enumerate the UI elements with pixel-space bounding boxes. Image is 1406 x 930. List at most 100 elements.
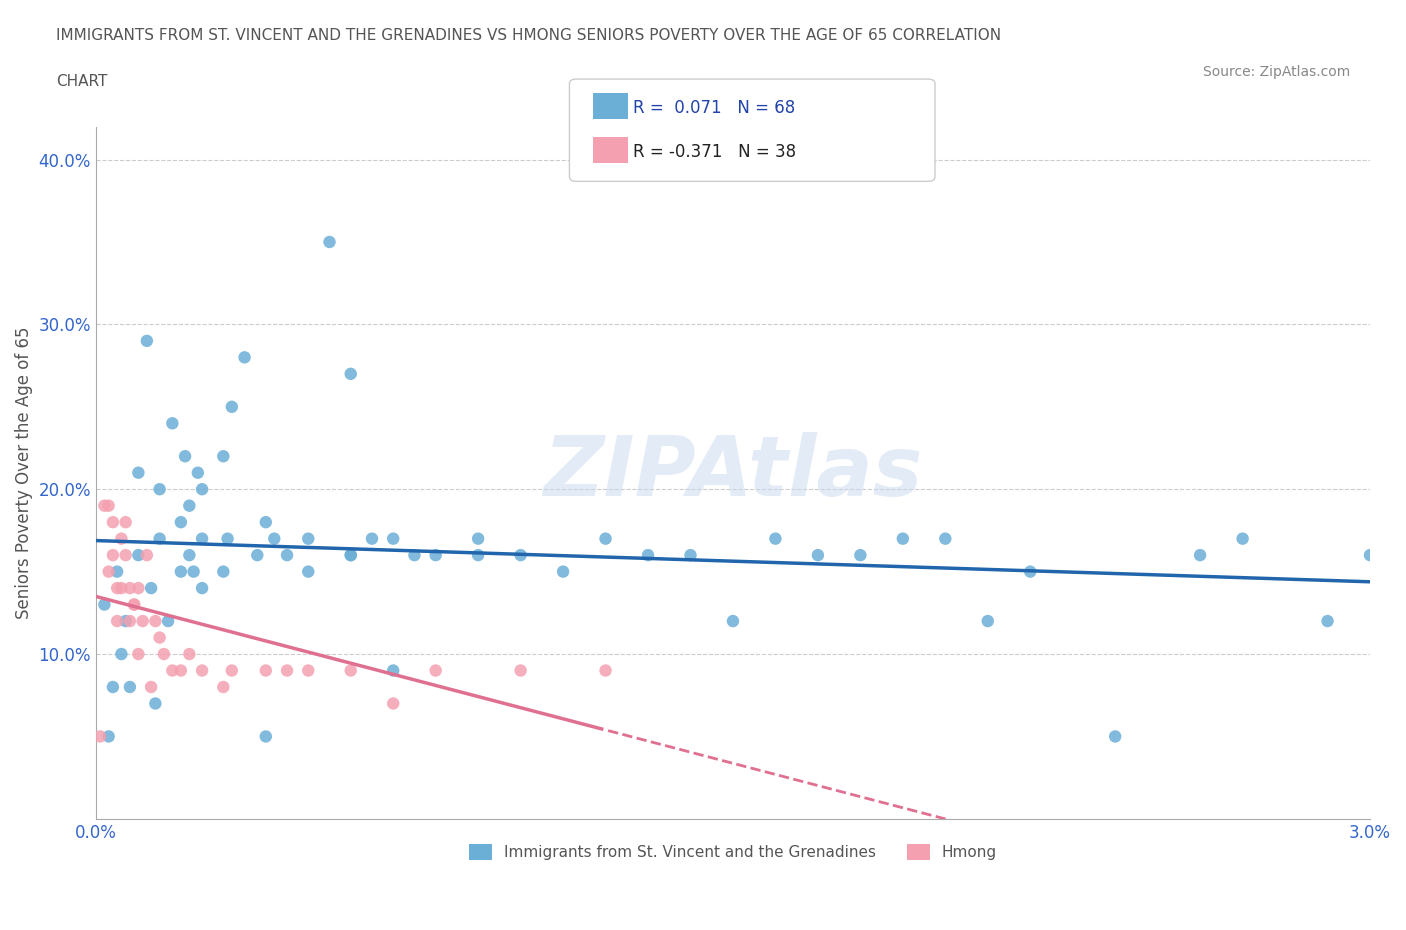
Point xyxy=(339,366,361,381)
Point xyxy=(721,614,744,629)
Point xyxy=(127,646,149,661)
Point xyxy=(807,548,830,563)
Point xyxy=(183,565,205,579)
Point xyxy=(1316,614,1339,629)
Point xyxy=(765,531,787,546)
Point xyxy=(191,663,214,678)
Point xyxy=(149,482,172,497)
Point xyxy=(118,580,141,595)
Point xyxy=(97,729,120,744)
Point xyxy=(122,597,145,612)
Point xyxy=(221,663,243,678)
Point xyxy=(145,614,167,629)
Point xyxy=(1019,565,1042,579)
Point xyxy=(135,334,157,349)
Point xyxy=(191,531,214,546)
Text: IMMIGRANTS FROM ST. VINCENT AND THE GRENADINES VS HMONG SENIORS POVERTY OVER THE: IMMIGRANTS FROM ST. VINCENT AND THE GREN… xyxy=(56,28,1001,43)
Point xyxy=(297,531,319,546)
Point xyxy=(170,565,193,579)
Point xyxy=(105,580,128,595)
Point xyxy=(127,465,149,480)
Point xyxy=(679,548,702,563)
Point xyxy=(254,663,277,678)
Point xyxy=(93,597,115,612)
Point xyxy=(382,531,405,546)
Point xyxy=(263,531,285,546)
Point xyxy=(551,565,574,579)
Point xyxy=(318,234,340,249)
Point xyxy=(467,531,489,546)
Point xyxy=(110,531,132,546)
Point xyxy=(127,580,149,595)
Point xyxy=(425,548,447,563)
Point xyxy=(174,449,197,464)
Point xyxy=(339,548,361,563)
Point xyxy=(339,548,361,563)
Point xyxy=(595,663,617,678)
Point xyxy=(149,531,172,546)
Point xyxy=(233,350,256,365)
Point xyxy=(297,565,319,579)
Point xyxy=(509,548,531,563)
Point xyxy=(276,548,298,563)
Point xyxy=(153,646,176,661)
Point xyxy=(595,531,617,546)
Point xyxy=(170,514,193,529)
Point xyxy=(179,548,201,563)
Text: Source: ZipAtlas.com: Source: ZipAtlas.com xyxy=(1202,65,1350,79)
Point xyxy=(637,548,659,563)
Point xyxy=(891,531,914,546)
Point xyxy=(187,465,209,480)
Point xyxy=(191,482,214,497)
Point xyxy=(404,548,426,563)
Point xyxy=(382,696,405,711)
Point xyxy=(110,646,132,661)
Point xyxy=(1232,531,1254,546)
Text: R = -0.371   N = 38: R = -0.371 N = 38 xyxy=(633,142,796,161)
Point xyxy=(179,498,201,513)
Point xyxy=(131,614,153,629)
Point xyxy=(977,614,1000,629)
Point xyxy=(212,449,235,464)
Point xyxy=(139,680,162,695)
Point xyxy=(97,565,120,579)
Text: CHART: CHART xyxy=(56,74,108,89)
Point xyxy=(217,531,239,546)
Point xyxy=(162,663,184,678)
Point xyxy=(101,548,124,563)
Point xyxy=(246,548,269,563)
Point xyxy=(179,646,201,661)
Point xyxy=(114,614,136,629)
Point xyxy=(339,663,361,678)
Point xyxy=(101,514,124,529)
Point xyxy=(118,614,141,629)
Point xyxy=(122,597,145,612)
Legend: Immigrants from St. Vincent and the Grenadines, Hmong: Immigrants from St. Vincent and the Gren… xyxy=(463,838,1002,867)
Point xyxy=(1358,548,1381,563)
Point xyxy=(849,548,872,563)
Point xyxy=(157,614,180,629)
Point xyxy=(110,580,132,595)
Point xyxy=(361,531,384,546)
Point xyxy=(254,514,277,529)
Point xyxy=(114,514,136,529)
Point xyxy=(162,416,184,431)
Point xyxy=(149,631,172,645)
Point xyxy=(276,663,298,678)
Point xyxy=(170,663,193,678)
Point xyxy=(1104,729,1126,744)
Point xyxy=(382,663,405,678)
Text: ZIPAtlas: ZIPAtlas xyxy=(543,432,922,513)
Point xyxy=(118,680,141,695)
Point xyxy=(97,498,120,513)
Point xyxy=(212,565,235,579)
Point xyxy=(191,580,214,595)
Point xyxy=(93,498,115,513)
Point xyxy=(212,680,235,695)
Point xyxy=(145,696,167,711)
Point xyxy=(1189,548,1212,563)
Point xyxy=(135,548,157,563)
Point xyxy=(139,580,162,595)
Y-axis label: Seniors Poverty Over the Age of 65: Seniors Poverty Over the Age of 65 xyxy=(15,326,32,619)
Point xyxy=(254,729,277,744)
